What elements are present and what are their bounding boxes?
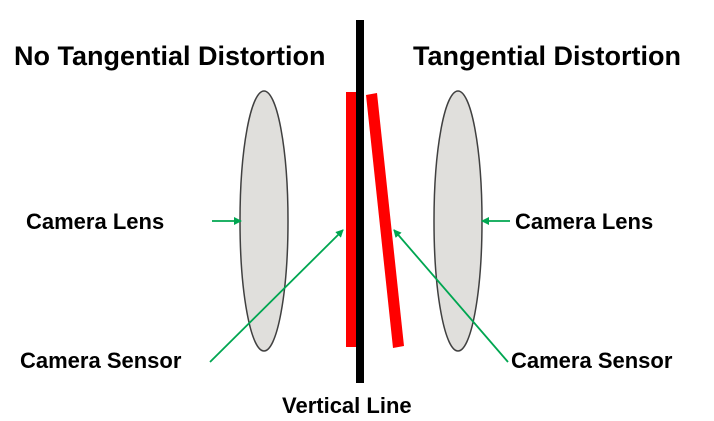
left-camera-sensor [346, 92, 357, 347]
right-camera-sensor [366, 93, 404, 348]
vertical-line-label: Vertical Line [282, 393, 412, 418]
right-title: Tangential Distortion [413, 41, 681, 71]
right-sensor-arrow [393, 229, 509, 363]
right-sensor-label: Camera Sensor [511, 348, 673, 373]
right-lens-label: Camera Lens [515, 209, 653, 234]
right-camera-lens [433, 90, 483, 352]
left-title: No Tangential Distortion [14, 41, 326, 71]
left-sensor-label: Camera Sensor [20, 348, 182, 373]
left-sensor-arrow [209, 229, 344, 363]
left-lens-label: Camera Lens [26, 209, 164, 234]
left-camera-lens [239, 90, 289, 352]
